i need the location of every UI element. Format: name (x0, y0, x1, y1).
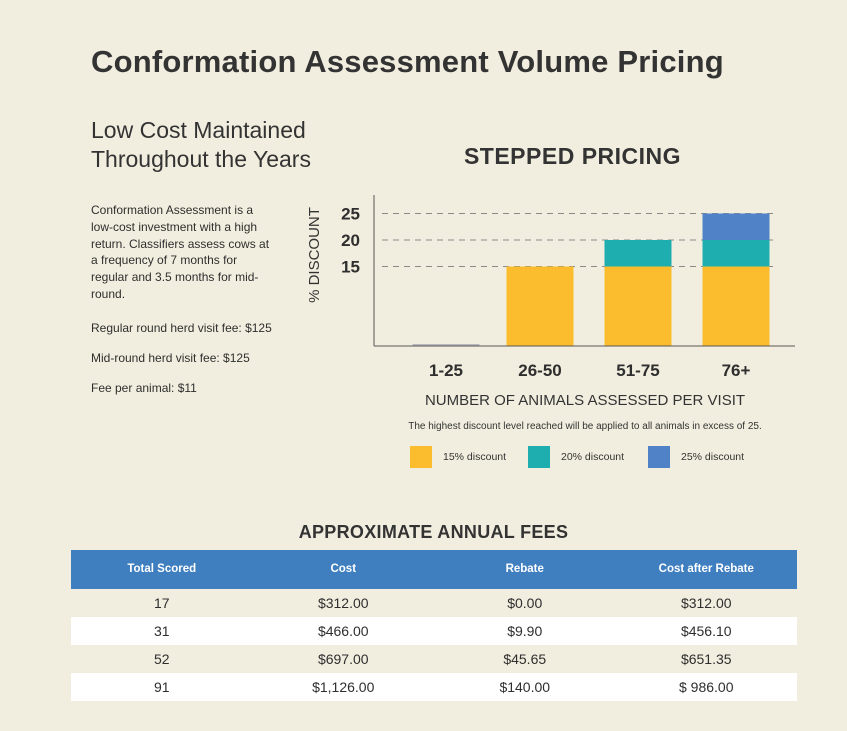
legend-label: 25% discount (681, 451, 745, 463)
column-header: Total Scored (127, 563, 197, 575)
bar-51-75-series-0 (604, 266, 672, 346)
x-tick-label: 1-25 (429, 361, 463, 380)
legend-label: 20% discount (561, 451, 625, 463)
y-axis-label: % DISCOUNT (306, 207, 323, 303)
table-cell: $466.00 (317, 623, 369, 639)
legend-item-15: 15% discount (410, 446, 506, 468)
legend-item-20: 20% discount (528, 446, 624, 468)
page-subtitle: Low Cost Maintained Throughout the Years (91, 116, 361, 174)
bar-76+-series-0 (702, 266, 770, 346)
column-header: Cost after Rebate (658, 563, 754, 575)
y-tick-label: 20 (341, 231, 360, 250)
stepped-pricing-chart: 1-25 26-50 51-75 76+ 15 20 25 % DISCOUNT (306, 195, 795, 380)
x-tick-label: 26-50 (518, 361, 561, 380)
bar-26-50-series-0 (506, 266, 574, 346)
table-cell: 52 (153, 651, 170, 667)
table-row: 31 $466.00 $9.90 $456.10 (71, 617, 797, 645)
table-cell: $140.00 (499, 679, 551, 695)
bar-1-25-empty (412, 344, 480, 346)
table-row: 91 $1,126.00 $140.00 $ 986.00 (71, 673, 797, 701)
description-text: Conformation Assessment is a low-cost in… (91, 203, 270, 301)
column-header: Cost (330, 563, 357, 575)
chart-note: The highest discount level reached will … (408, 421, 762, 432)
subtitle-line: Low Cost Maintained (91, 117, 306, 143)
page-title: Conformation Assessment Volume Pricing (91, 44, 724, 79)
annual-fees-table: Total Scored Cost Rebate Cost after Reba… (71, 550, 797, 701)
table-cell: $ 986.00 (679, 679, 734, 695)
legend-item-25: 25% discount (648, 446, 744, 468)
fees-table-title: APPROXIMATE ANNUAL FEES (298, 522, 569, 542)
legend-swatch-25 (648, 446, 670, 468)
legend-label: 15% discount (443, 451, 507, 463)
table-cell: $45.65 (503, 651, 547, 667)
midround-fee-text: Mid-round herd visit fee: $125 (91, 351, 250, 365)
subtitle-line: Throughout the Years (91, 146, 311, 172)
table-cell: $0.00 (507, 595, 543, 611)
y-tick-label: 15 (341, 258, 360, 277)
table-cell: 17 (153, 595, 170, 611)
table-cell: $312.00 (317, 595, 369, 611)
chart-title: STEPPED PRICING (463, 143, 682, 169)
table-cell: $697.00 (317, 651, 369, 667)
legend-swatch-15 (410, 446, 432, 468)
animal-fee-text: Fee per animal: $11 (91, 381, 197, 395)
legend-swatch-20 (528, 446, 550, 468)
table-cell: $1,126.00 (312, 679, 375, 695)
bar-51-75-series-1 (604, 240, 672, 267)
table-cell: 31 (153, 623, 170, 639)
table-cell: 91 (153, 679, 170, 695)
table-row: 17 $312.00 $0.00 $312.00 (71, 589, 797, 617)
chart-x-axis-label: NUMBER OF ANIMALS ASSESSED PER VISIT (424, 392, 746, 409)
x-tick-label: 76+ (722, 361, 751, 380)
table-row: 52 $697.00 $45.65 $651.35 (71, 645, 797, 673)
bar-76+-series-2 (702, 213, 770, 240)
regular-fee-text: Regular round herd visit fee: $125 (91, 321, 272, 335)
x-tick-label: 51-75 (616, 361, 659, 380)
table-cell: $651.35 (680, 651, 732, 667)
y-tick-label: 25 (341, 205, 360, 224)
table-cell: $9.90 (507, 623, 543, 639)
table-header-row: Total Scored Cost Rebate Cost after Reba… (71, 550, 797, 589)
bar-76+-series-1 (702, 240, 770, 267)
table-cell: $312.00 (680, 595, 732, 611)
column-header: Rebate (505, 563, 544, 575)
table-cell: $456.10 (680, 623, 732, 639)
